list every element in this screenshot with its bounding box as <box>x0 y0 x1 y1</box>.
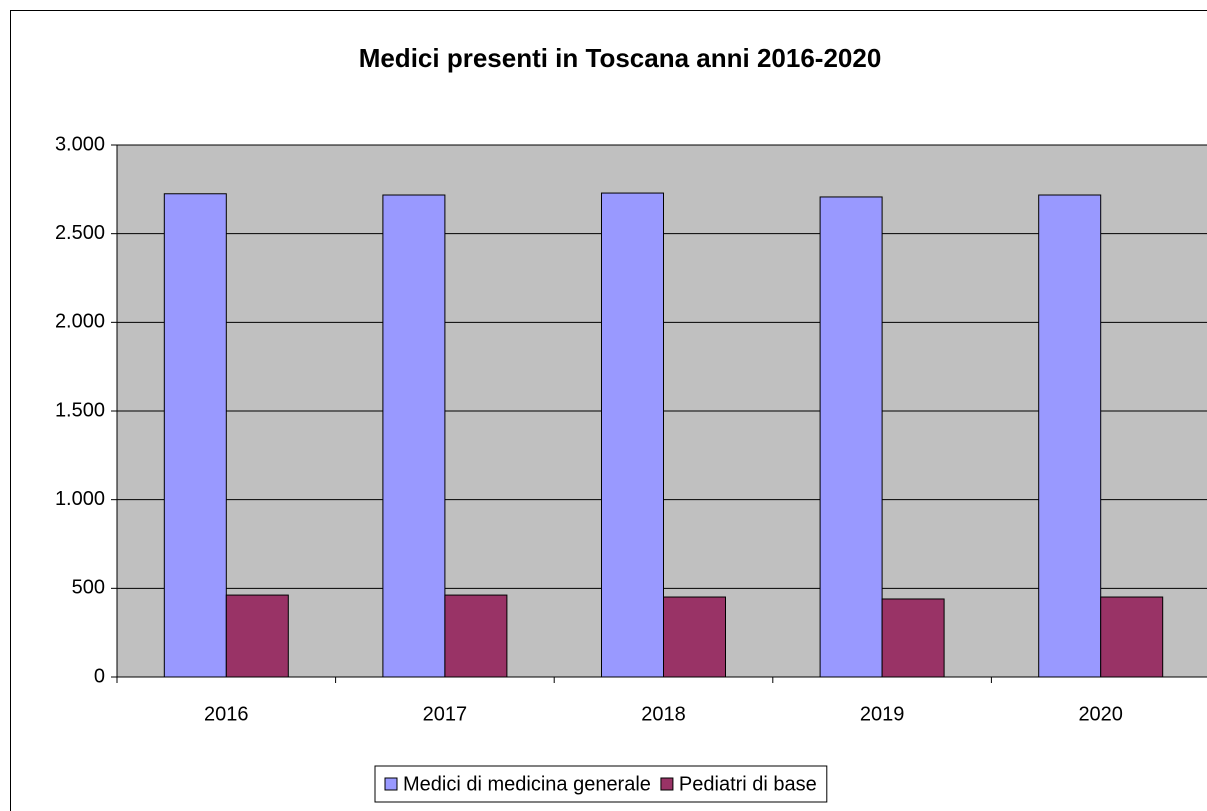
x-tick-label: 2017 <box>423 703 468 725</box>
legend-label: Medici di medicina generale <box>403 773 651 795</box>
bar <box>881 598 945 678</box>
bar <box>163 193 227 678</box>
legend-swatch <box>660 777 674 791</box>
bar <box>1038 194 1102 678</box>
bar <box>601 192 664 678</box>
bar <box>444 594 508 678</box>
y-tick-label: 2.500 <box>55 222 105 244</box>
y-tick-label: 500 <box>72 577 105 599</box>
legend-swatch <box>384 777 398 791</box>
y-tick-label: 2.000 <box>55 311 105 333</box>
x-tick-label: 2018 <box>641 703 686 725</box>
legend-label: Pediatri di base <box>679 773 817 795</box>
bar <box>382 194 446 678</box>
y-tick-label: 1.000 <box>55 488 105 510</box>
legend: Medici di medicina generale Pediatri di b… <box>374 765 828 803</box>
bar <box>663 596 726 678</box>
x-tick-label: 2019 <box>860 703 905 725</box>
y-tick-label: 0 <box>94 665 105 687</box>
y-tick-label: 3.000 <box>55 133 105 155</box>
x-tick-label: 2020 <box>1078 703 1123 725</box>
y-tick-label: 1.500 <box>55 399 105 421</box>
x-tick-label: 2016 <box>204 703 249 725</box>
legend-box <box>374 765 828 803</box>
bar <box>225 594 289 678</box>
bar <box>819 196 883 678</box>
bar <box>1100 596 1164 678</box>
chart-title: Medici presenti in Toscana anni 2016-202… <box>359 43 882 73</box>
